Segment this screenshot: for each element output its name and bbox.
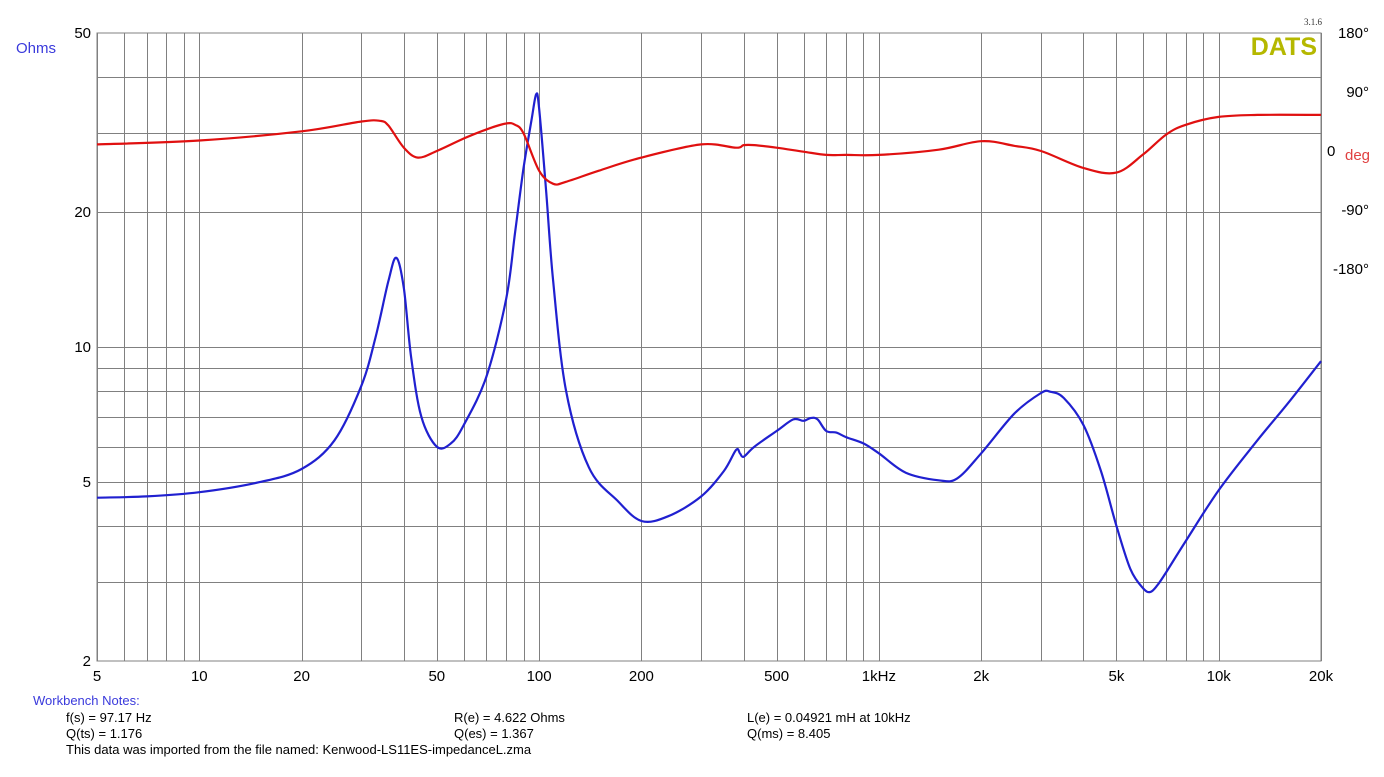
x-tick-label: 2k [973, 668, 989, 685]
x-tick-label: 50 [428, 668, 445, 685]
x-tick-label: 20k [1309, 668, 1334, 685]
y-tick-label: 20 [74, 204, 91, 221]
note-qes: Q(es) = 1.367 [454, 726, 534, 741]
grid [96, 32, 1322, 662]
note-qms: Q(ms) = 8.405 [747, 726, 831, 741]
x-tick-label: 200 [629, 668, 654, 685]
phase-curve [96, 113, 1322, 186]
right-tick-label: -90° [1341, 202, 1369, 219]
y-tick-label: 10 [74, 339, 91, 356]
x-tick-label: 1kHz [862, 668, 896, 685]
tick-labels: 5 10 20 50 100 200 500 1kHz 2k 5k 10k 20k5020105218… [74, 25, 1369, 685]
right-tick-label: 0 [1327, 143, 1335, 160]
version-label: 3.1.6 [1304, 17, 1323, 27]
y-tick-label: 2 [83, 653, 91, 670]
x-tick-label: 5 [93, 668, 101, 685]
x-tick-label: 500 [764, 668, 789, 685]
x-tick-label: 100 [527, 668, 552, 685]
right-tick-label: 90° [1346, 84, 1369, 101]
impedance-curve [96, 92, 1322, 594]
notes-title: Workbench Notes: [33, 693, 140, 708]
note-import: This data was imported from the file nam… [66, 742, 532, 757]
left-axis-unit-label: Ohms [16, 40, 56, 57]
x-tick-label: 20 [293, 668, 310, 685]
right-tick-label: -180° [1333, 261, 1369, 278]
y-tick-label: 5 [83, 474, 91, 491]
dats-logo: DATS [1251, 33, 1317, 61]
impedance-chart: 5 10 20 50 100 200 500 1kHz 2k 5k 10k 20k5020105218… [16, 17, 1370, 685]
x-tick-label: 5k [1108, 668, 1124, 685]
right-tick-label: 180° [1338, 25, 1369, 42]
x-tick-label: 10k [1207, 668, 1232, 685]
note-fs: f(s) = 97.17 Hz [66, 710, 152, 725]
note-le: L(e) = 0.04921 mH at 10kHz [747, 710, 911, 725]
right-axis-unit-label: deg [1345, 147, 1370, 164]
note-re: R(e) = 4.622 Ohms [454, 710, 565, 725]
x-tick-label: 10 [191, 668, 208, 685]
y-tick-label: 50 [74, 25, 91, 42]
series-layer [96, 92, 1322, 594]
note-qts: Q(ts) = 1.176 [66, 726, 143, 741]
